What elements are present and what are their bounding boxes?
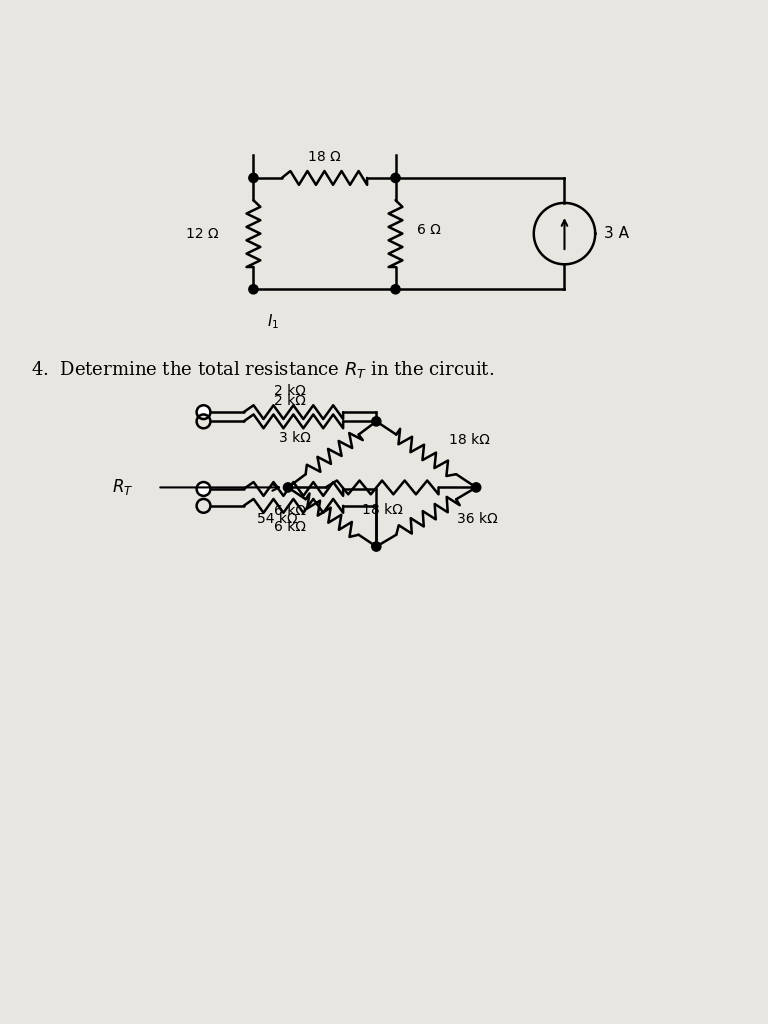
Circle shape — [472, 483, 481, 492]
Text: 18 kΩ: 18 kΩ — [449, 433, 490, 446]
Circle shape — [197, 415, 210, 428]
Text: $I_1$: $I_1$ — [266, 312, 279, 331]
Circle shape — [197, 482, 210, 496]
Text: 6 kΩ: 6 kΩ — [274, 504, 306, 518]
Circle shape — [372, 542, 381, 551]
Text: 6 Ω: 6 Ω — [417, 223, 441, 237]
Circle shape — [249, 285, 258, 294]
Text: 54 kΩ: 54 kΩ — [257, 512, 298, 525]
Text: 2 kΩ: 2 kΩ — [274, 384, 306, 398]
Text: 36 kΩ: 36 kΩ — [457, 512, 498, 525]
Text: 18 kΩ: 18 kΩ — [362, 503, 402, 517]
Circle shape — [372, 417, 381, 426]
Text: 12 Ω: 12 Ω — [187, 226, 219, 241]
Text: $R_T$: $R_T$ — [112, 477, 134, 498]
Circle shape — [197, 406, 210, 419]
Circle shape — [391, 173, 400, 182]
Circle shape — [391, 285, 400, 294]
Text: 6 kΩ: 6 kΩ — [274, 520, 306, 534]
Circle shape — [249, 173, 258, 182]
Circle shape — [283, 483, 293, 492]
Text: 4.  Determine the total resistance $R_T$ in the circuit.: 4. Determine the total resistance $R_T$ … — [31, 359, 494, 381]
Text: 18 Ω: 18 Ω — [308, 151, 341, 164]
Text: 3 A: 3 A — [604, 226, 630, 241]
Text: 2 kΩ: 2 kΩ — [274, 393, 306, 408]
Circle shape — [197, 499, 210, 513]
Text: 3 kΩ: 3 kΩ — [279, 431, 310, 445]
